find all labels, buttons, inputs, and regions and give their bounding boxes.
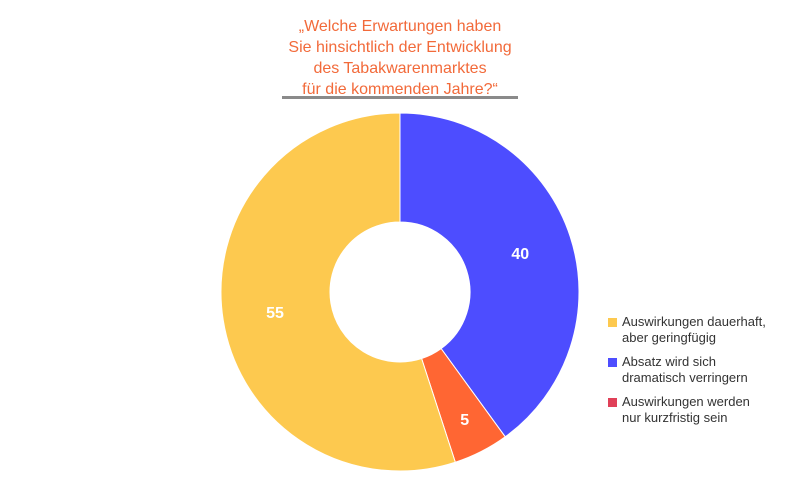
legend-item: Absatz wird sich dramatisch verringern xyxy=(608,354,798,386)
legend-label-line: aber geringfügig xyxy=(622,330,716,345)
legend-label-line: nur kurzfristig sein xyxy=(622,410,728,425)
legend-swatch xyxy=(608,318,617,327)
legend-swatch xyxy=(608,398,617,407)
legend-label-line: dramatisch verringern xyxy=(622,370,748,385)
legend-item: Auswirkungen werden nur kurzfristig sein xyxy=(608,394,798,426)
title-underline xyxy=(282,96,518,99)
donut-slice xyxy=(220,112,456,472)
legend-label-line: Auswirkungen dauerhaft, xyxy=(622,314,766,329)
chart-legend: Auswirkungen dauerhaft, aber geringfügig… xyxy=(608,314,798,434)
chart-title-line: „Welche Erwartungen haben xyxy=(298,18,502,35)
slice-value-label: 55 xyxy=(266,305,284,322)
legend-label-line: Absatz wird sich xyxy=(622,354,716,369)
chart-title-line: Sie hinsichtlich der Entwicklung xyxy=(288,39,512,56)
chart-title-line: des Tabakwarenmarktes xyxy=(313,60,487,77)
legend-item: Auswirkungen dauerhaft, aber geringfügig xyxy=(608,314,798,346)
chart-title: „Welche Erwartungen haben Sie hinsichtli… xyxy=(0,16,800,100)
donut-slice xyxy=(399,112,580,438)
legend-swatch xyxy=(608,358,617,367)
legend-label-line: Auswirkungen werden xyxy=(622,394,750,409)
chart-title-line: für die kommenden Jahre?“ xyxy=(302,81,498,98)
slice-value-label: 40 xyxy=(511,246,529,263)
slice-value-label: 5 xyxy=(460,412,469,429)
